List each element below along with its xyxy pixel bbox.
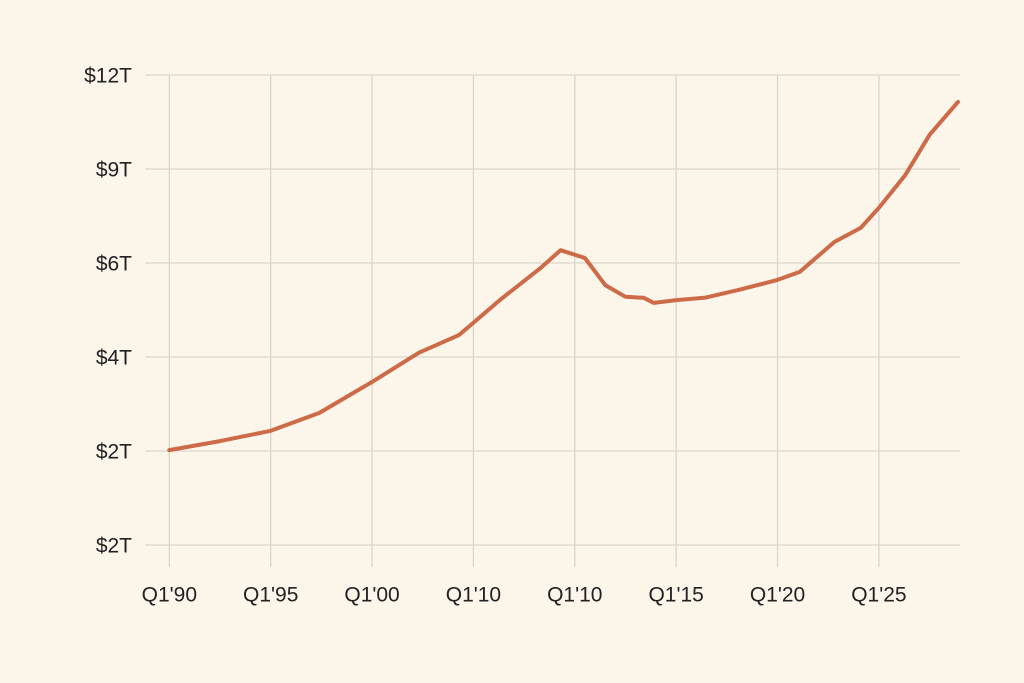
y-tick-label: $6T xyxy=(96,253,132,276)
y-tick-label: $2T xyxy=(96,441,132,464)
y-tick-label: $2T xyxy=(96,535,132,558)
y-tick-label: $12T xyxy=(84,65,132,88)
x-tick-label: Q1'25 xyxy=(851,584,906,607)
data-line xyxy=(167,99,960,453)
x-tick-label: Q1'95 xyxy=(243,584,298,607)
x-tick-label: Q1'20 xyxy=(750,584,805,607)
x-tick-label: Q1'10 xyxy=(547,584,602,607)
x-tick-label: Q1'10 xyxy=(446,584,501,607)
x-tick-label: Q1'90 xyxy=(142,584,197,607)
y-tick-label: $4T xyxy=(96,347,132,370)
y-tick-label: $9T xyxy=(96,159,132,182)
x-tick-label: Q1'15 xyxy=(648,584,703,607)
x-tick-label: Q1'00 xyxy=(344,584,399,607)
